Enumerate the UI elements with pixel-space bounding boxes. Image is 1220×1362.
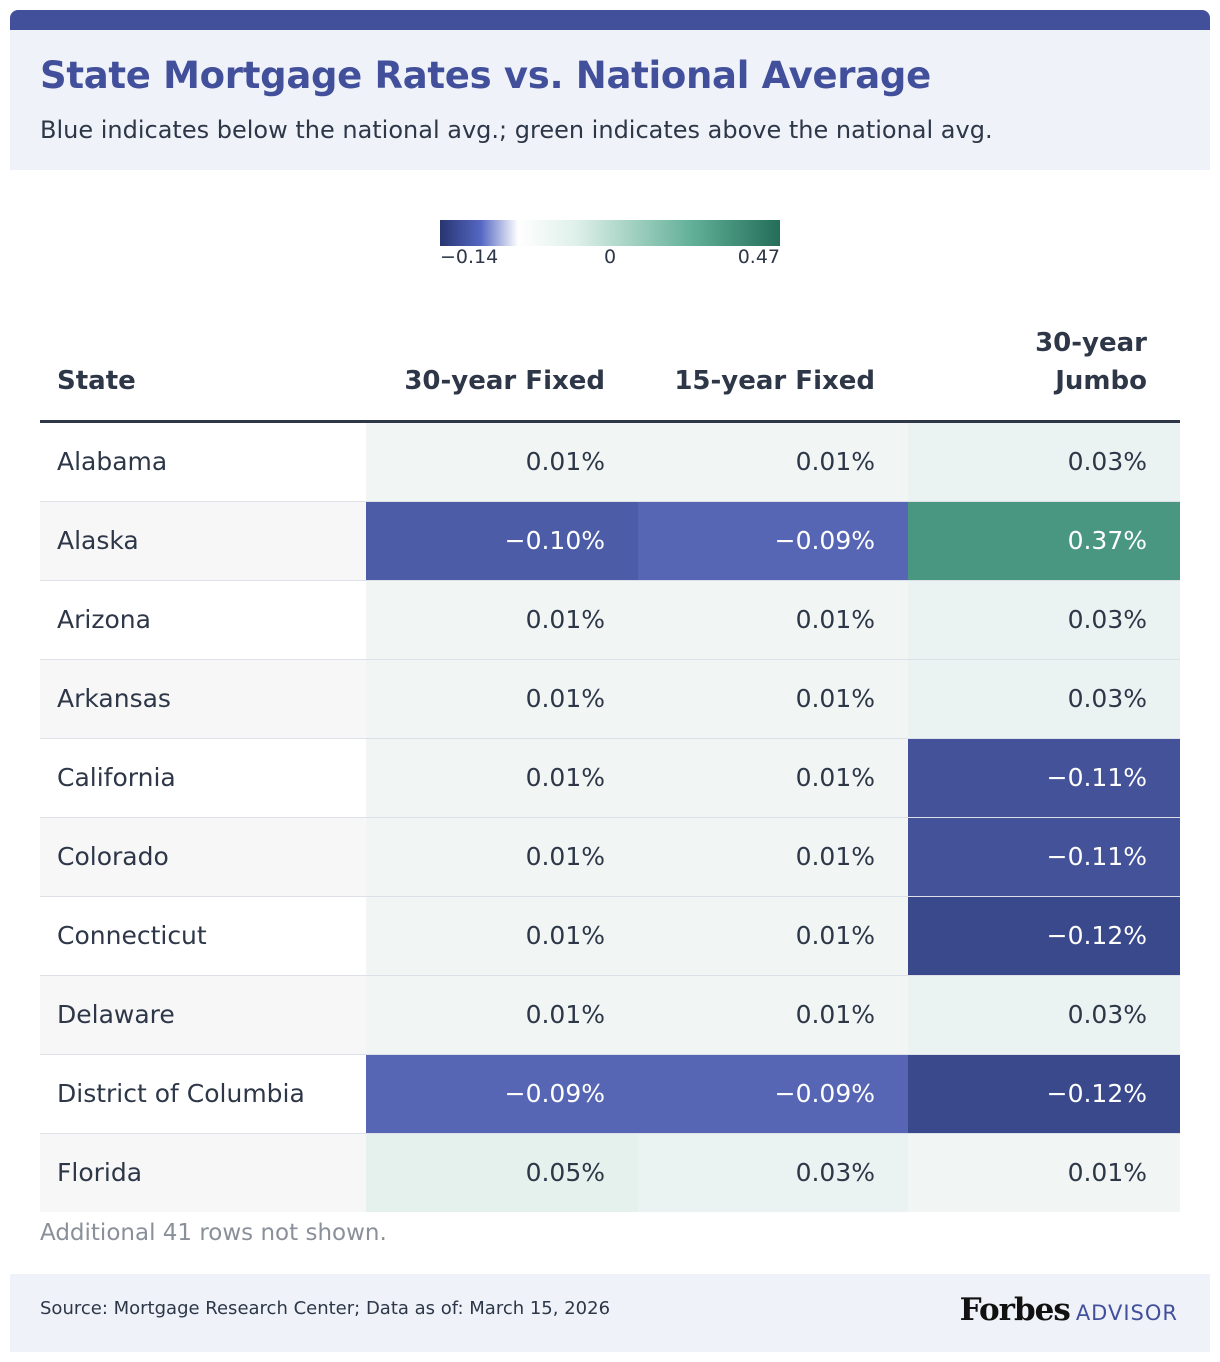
legend-max-label: 0.47 <box>737 246 780 268</box>
table-row: Florida 0.05% 0.03% 0.01% <box>40 1134 1180 1212</box>
heatmap-value-cell: 0.01% <box>366 976 638 1054</box>
legend-mid-label: 0 <box>604 246 617 268</box>
state-name-cell: Alabama <box>40 423 366 501</box>
table-row: District of Columbia −0.09% −0.09% −0.12% <box>40 1055 1180 1134</box>
heatmap-value-cell: 0.01% <box>638 581 908 659</box>
state-name-cell: Colorado <box>40 818 366 896</box>
state-name-cell: Florida <box>40 1134 366 1212</box>
column-header-30-year-jumbo: 30-year Jumbo <box>1035 328 1147 396</box>
heatmap-value-cell: −0.12% <box>908 1055 1180 1133</box>
heatmap-value-cell: −0.09% <box>638 1055 908 1133</box>
table-header: State 30-year Fixed 15-year Fixed 30-yea… <box>40 328 1180 423</box>
top-accent-bar <box>10 10 1210 30</box>
legend-min-label: −0.14 <box>440 246 499 268</box>
heatmap-value-cell: 0.05% <box>366 1134 638 1212</box>
heatmap-value-cell: 0.01% <box>366 739 638 817</box>
state-name-cell: Arkansas <box>40 660 366 738</box>
chart-footer: Source: Mortgage Research Center; Data a… <box>10 1274 1210 1352</box>
chart-title: State Mortgage Rates vs. National Averag… <box>40 54 931 97</box>
table-row: Arizona 0.01% 0.01% 0.03% <box>40 581 1180 660</box>
table-row: Arkansas 0.01% 0.01% 0.03% <box>40 660 1180 739</box>
table-row: Colorado 0.01% 0.01% −0.11% <box>40 818 1180 897</box>
table-row: Alaska −0.10% −0.09% 0.37% <box>40 502 1180 581</box>
heatmap-value-cell: 0.01% <box>366 660 638 738</box>
heatmap-value-cell: −0.09% <box>638 502 908 580</box>
source-note: Source: Mortgage Research Center; Data a… <box>40 1298 611 1319</box>
heatmap-value-cell: 0.01% <box>366 423 638 501</box>
chart-header: State Mortgage Rates vs. National Averag… <box>10 30 1210 170</box>
state-name-cell: District of Columbia <box>40 1055 366 1133</box>
state-name-cell: Arizona <box>40 581 366 659</box>
heatmap-value-cell: 0.03% <box>638 1134 908 1212</box>
color-scale-gradient <box>440 220 780 246</box>
column-header-30-year-fixed: 30-year Fixed <box>404 366 605 396</box>
heatmap-value-cell: 0.37% <box>908 502 1180 580</box>
heatmap-value-cell: 0.03% <box>908 976 1180 1054</box>
heatmap-value-cell: 0.01% <box>638 423 908 501</box>
heatmap-value-cell: −0.10% <box>366 502 638 580</box>
heatmap-value-cell: −0.12% <box>908 897 1180 975</box>
rates-table: State 30-year Fixed 15-year Fixed 30-yea… <box>40 328 1180 1212</box>
heatmap-value-cell: 0.03% <box>908 660 1180 738</box>
heatmap-value-cell: 0.01% <box>366 818 638 896</box>
heatmap-value-cell: 0.01% <box>638 739 908 817</box>
table-row: California 0.01% 0.01% −0.11% <box>40 739 1180 818</box>
column-header-state: State <box>57 366 136 396</box>
heatmap-value-cell: 0.01% <box>908 1134 1180 1212</box>
table-row: Delaware 0.01% 0.01% 0.03% <box>40 976 1180 1055</box>
state-name-cell: Connecticut <box>40 897 366 975</box>
heatmap-value-cell: 0.01% <box>638 897 908 975</box>
chart-subtitle: Blue indicates below the national avg.; … <box>40 116 993 144</box>
brand-forbes-wordmark: Forbes <box>959 1292 1071 1328</box>
heatmap-value-cell: 0.03% <box>908 581 1180 659</box>
heatmap-value-cell: 0.01% <box>366 581 638 659</box>
table-row: Connecticut 0.01% 0.01% −0.12% <box>40 897 1180 976</box>
table-body: Alabama 0.01% 0.01% 0.03% Alaska −0.10% −0.09%… <box>40 423 1180 1212</box>
state-name-cell: Alaska <box>40 502 366 580</box>
heatmap-value-cell: −0.09% <box>366 1055 638 1133</box>
rows-not-shown-note: Additional 41 rows not shown. <box>40 1220 387 1246</box>
heatmap-value-cell: 0.01% <box>638 976 908 1054</box>
forbes-advisor-logo: Forbes ADVISOR <box>960 1292 1178 1328</box>
color-scale-legend: −0.14 0 0.47 <box>440 220 780 272</box>
column-header-15-year-fixed: 15-year Fixed <box>674 366 875 396</box>
heatmap-value-cell: 0.01% <box>638 818 908 896</box>
state-name-cell: California <box>40 739 366 817</box>
heatmap-value-cell: −0.11% <box>908 739 1180 817</box>
heatmap-value-cell: 0.03% <box>908 423 1180 501</box>
heatmap-value-cell: −0.11% <box>908 818 1180 896</box>
heatmap-value-cell: 0.01% <box>638 660 908 738</box>
brand-advisor-wordmark: ADVISOR <box>1075 1301 1178 1325</box>
state-name-cell: Delaware <box>40 976 366 1054</box>
heatmap-value-cell: 0.01% <box>366 897 638 975</box>
table-row: Alabama 0.01% 0.01% 0.03% <box>40 423 1180 502</box>
